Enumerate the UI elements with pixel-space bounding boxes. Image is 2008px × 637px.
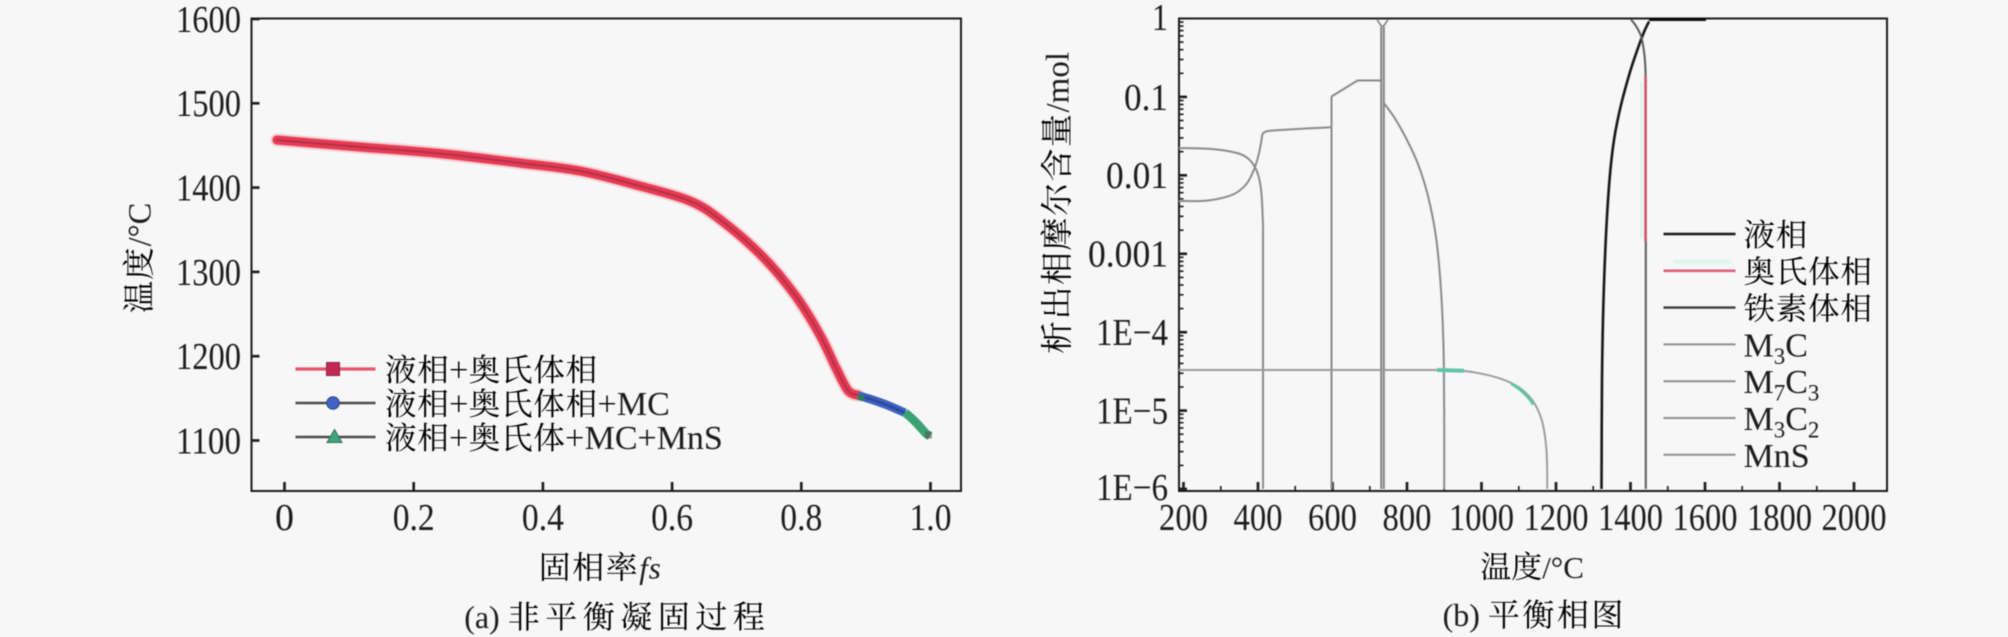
svg-text:1500: 1500 [176, 83, 241, 125]
svg-text:1400: 1400 [1598, 497, 1663, 539]
svg-text:1200: 1200 [1524, 497, 1589, 539]
svg-text:0.4: 0.4 [522, 497, 564, 539]
svg-text:/°C: /°C [122, 203, 158, 247]
svg-text:0.8: 0.8 [780, 497, 822, 539]
svg-text:0.001: 0.001 [1088, 234, 1168, 276]
svg-text:/mol: /mol [1041, 52, 1077, 113]
svg-text:1E−5: 1E−5 [1096, 391, 1168, 433]
svg-text:1200: 1200 [176, 336, 241, 378]
svg-text:0: 0 [275, 497, 294, 539]
svg-text:1: 1 [1152, 0, 1168, 39]
svg-text:s: s [649, 551, 661, 586]
svg-text:1400: 1400 [176, 168, 241, 210]
svg-text:1E−4: 1E−4 [1096, 312, 1168, 354]
svg-text:3: 3 [1808, 381, 1820, 406]
svg-text:(b): (b) [1443, 597, 1488, 633]
svg-text:1.0: 1.0 [910, 497, 952, 539]
svg-text:7: 7 [1774, 381, 1786, 406]
svg-text:MnS: MnS [657, 420, 723, 457]
svg-text:1100: 1100 [176, 420, 241, 462]
svg-text:M: M [1744, 327, 1774, 364]
svg-text:C: C [1785, 327, 1808, 364]
svg-text:MC+: MC+ [585, 420, 657, 457]
svg-text:2: 2 [1808, 418, 1820, 443]
svg-text:600: 600 [1308, 497, 1357, 539]
svg-text:1600: 1600 [1673, 497, 1738, 539]
svg-text:200: 200 [1159, 497, 1208, 539]
svg-text:1300: 1300 [176, 252, 241, 294]
svg-text:2000: 2000 [1822, 497, 1887, 539]
svg-text:1E−6: 1E−6 [1096, 467, 1168, 509]
svg-text:800: 800 [1383, 497, 1432, 539]
svg-text:C: C [1785, 401, 1808, 438]
svg-text:MC: MC [617, 386, 670, 423]
svg-text:1800: 1800 [1747, 497, 1812, 539]
svg-text:MnS: MnS [1744, 438, 1810, 475]
svg-text:M: M [1744, 364, 1774, 401]
svg-text:0.2: 0.2 [393, 497, 435, 539]
svg-text:3: 3 [1774, 344, 1786, 369]
svg-text:400: 400 [1234, 497, 1283, 539]
svg-text:/°C: /°C [1542, 550, 1584, 585]
svg-text:0.01: 0.01 [1106, 155, 1168, 197]
svg-text:0.1: 0.1 [1124, 77, 1168, 119]
svg-text:0.6: 0.6 [651, 497, 693, 539]
svg-text:(a): (a) [464, 599, 508, 635]
svg-text:1600: 1600 [176, 0, 241, 41]
svg-text:1000: 1000 [1449, 497, 1514, 539]
svg-text:C: C [1785, 364, 1808, 401]
svg-text:3: 3 [1774, 418, 1786, 443]
svg-text:M: M [1744, 401, 1774, 438]
